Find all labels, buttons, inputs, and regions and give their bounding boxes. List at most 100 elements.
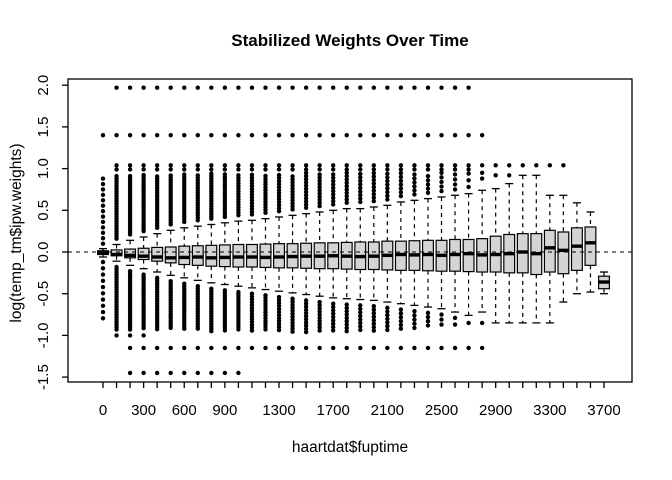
outlier-dot	[452, 315, 458, 321]
iqr-box	[151, 246, 164, 262]
outlier-dot	[317, 325, 322, 330]
outlier-dot	[330, 175, 336, 180]
outlier-dot	[195, 85, 200, 90]
outlier-dot	[344, 183, 349, 189]
outlier-dot	[344, 309, 349, 314]
outlier-dot	[466, 133, 471, 138]
outlier-dot	[371, 188, 377, 193]
outlier-dot	[195, 326, 200, 331]
outlier-dot	[479, 163, 485, 168]
outlier-dot	[371, 345, 377, 351]
outlier-dot	[195, 163, 200, 168]
outlier-dot	[412, 167, 417, 172]
outlier-dot	[195, 345, 200, 351]
y-tick-label: 0.0	[35, 242, 52, 263]
outlier-dot	[317, 175, 322, 180]
outlier-dot	[412, 172, 417, 177]
outlier-dot	[222, 85, 228, 90]
outlier-dot	[358, 182, 363, 187]
outlier-dot	[385, 316, 390, 322]
box-day-2100	[381, 85, 394, 351]
outlier-dot	[385, 345, 390, 351]
outlier-dot	[412, 163, 417, 168]
outlier-dot	[303, 202, 309, 207]
outlier-dot	[358, 167, 363, 172]
outlier-dot	[479, 176, 485, 181]
outlier-dot	[276, 327, 282, 333]
x-tick-label: 300	[131, 402, 156, 419]
outlier-dot	[114, 327, 119, 332]
x-tick-label: 3300	[533, 402, 566, 419]
outlier-dot	[317, 191, 322, 196]
outlier-dot	[371, 195, 377, 200]
outlier-dot	[439, 85, 444, 90]
iqr-box	[164, 246, 177, 264]
outlier-dot	[330, 195, 336, 200]
outlier-dot	[317, 167, 322, 172]
box-day-1200	[259, 85, 272, 351]
outlier-dot	[344, 312, 349, 317]
outlier-dot	[317, 309, 322, 314]
outlier-dot	[195, 167, 200, 172]
outlier-dot	[330, 328, 336, 333]
outlier-dot	[371, 304, 377, 309]
outlier-dot	[154, 370, 160, 376]
box-day-1400	[286, 85, 299, 351]
outlier-dot	[236, 163, 241, 168]
outlier-dot	[425, 133, 431, 138]
outlier-dot	[168, 133, 173, 138]
outlier-dot	[100, 241, 106, 246]
outlier-dot	[547, 163, 553, 168]
outlier-dot	[344, 180, 349, 185]
outlier-dot	[222, 328, 228, 333]
outlier-dot	[452, 163, 458, 168]
outlier-dot	[317, 163, 322, 168]
outlier-dot	[141, 333, 146, 338]
outlier-dot	[141, 345, 146, 351]
outlier-dot	[452, 345, 458, 351]
outlier-dot	[344, 200, 349, 205]
outlier-dot	[209, 370, 214, 376]
outlier-dot	[263, 327, 268, 332]
outlier-dot	[371, 321, 377, 326]
outlier-dot	[330, 301, 336, 306]
outlier-dot	[425, 85, 431, 90]
outlier-dot	[385, 197, 390, 202]
outlier-dot	[303, 326, 309, 332]
boxes	[96, 85, 610, 376]
outlier-dot	[466, 163, 471, 168]
outlier-dot	[100, 181, 106, 187]
outlier-dot	[100, 266, 106, 271]
outlier-dot	[100, 272, 106, 277]
outlier-dot	[249, 167, 255, 172]
box-day-400	[151, 85, 164, 376]
outlier-dot	[344, 302, 349, 307]
outlier-dot	[330, 321, 336, 326]
outlier-dot	[236, 173, 241, 178]
outlier-dot	[466, 345, 471, 351]
iqr-box	[205, 244, 218, 267]
outlier-dot	[330, 308, 336, 313]
x-tick-label: 2500	[425, 402, 458, 419]
outlier-dot	[412, 309, 417, 314]
outlier-dot	[358, 163, 363, 168]
x-tick-label: 600	[172, 402, 197, 419]
outlier-dot	[141, 163, 146, 168]
outlier-dot	[439, 188, 444, 194]
y-tick-label: 2.0	[35, 75, 52, 96]
outlier-dot	[398, 167, 404, 172]
outlier-dot	[344, 190, 349, 195]
outlier-dot	[127, 327, 133, 332]
outlier-dot	[398, 318, 404, 324]
outlier-dot	[493, 173, 498, 178]
outlier-dot	[141, 133, 146, 138]
x-tick-label: 900	[212, 402, 237, 419]
box-day-500	[164, 85, 177, 376]
outlier-dot	[290, 329, 295, 334]
outlier-dot	[303, 163, 309, 168]
outlier-dot	[439, 322, 444, 327]
outlier-dot	[330, 202, 336, 207]
outlier-dot	[100, 230, 106, 236]
outlier-dot	[425, 186, 431, 191]
